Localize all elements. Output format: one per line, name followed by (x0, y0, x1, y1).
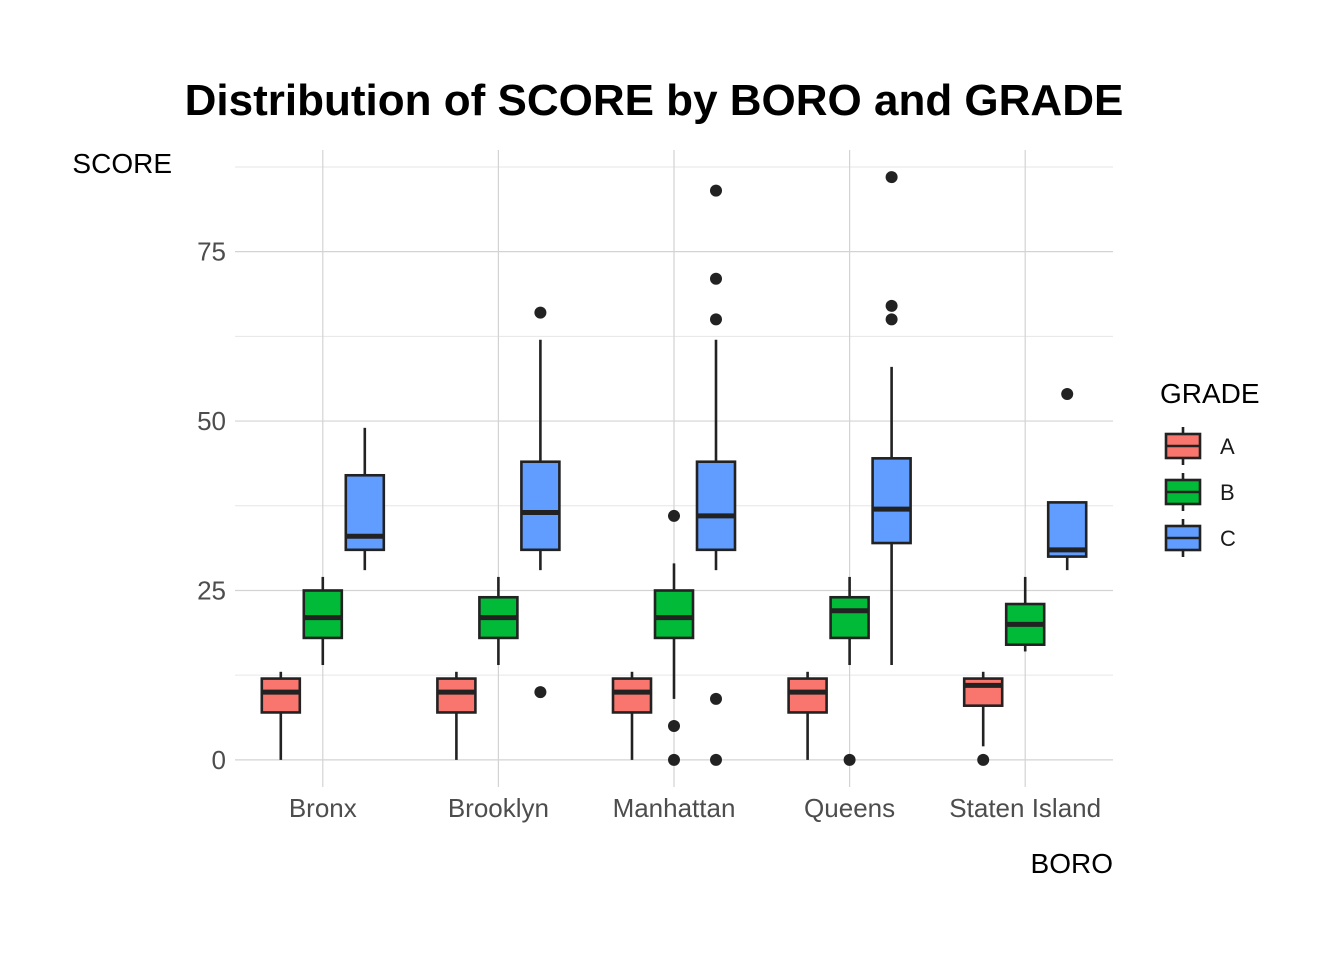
chart-title: Distribution of SCORE by BORO and GRADE (185, 76, 1124, 125)
box-brooklyn-grade-c (520, 306, 561, 699)
outlier-point (1061, 387, 1074, 400)
box-staten-island-grade-b (1004, 576, 1046, 652)
box-body (787, 677, 828, 714)
outlier-point (710, 272, 722, 285)
box-body (695, 460, 737, 552)
box-manhattan-grade-a (611, 671, 653, 760)
legend-key-c (1164, 519, 1202, 557)
box-body (829, 595, 870, 640)
outlier-point (710, 692, 722, 705)
box-body (260, 677, 302, 714)
box-body (962, 677, 1004, 707)
legend-label-a: A (1220, 434, 1235, 459)
box-bronx-grade-b (302, 576, 344, 666)
box-body (611, 677, 653, 714)
legend-key-b (1164, 473, 1202, 511)
box-queens-grade-b (829, 576, 870, 766)
legend: GRADE ABC (1160, 378, 1260, 557)
box-body (653, 589, 695, 640)
box-series-layer (260, 171, 1088, 766)
y-tick-label: 75 (197, 237, 226, 267)
box-queens-grade-c (871, 171, 912, 666)
outlier-point (977, 753, 990, 766)
outlier-point (710, 753, 722, 766)
legend-title: GRADE (1160, 378, 1260, 409)
box-brooklyn-grade-a (436, 671, 477, 760)
box-bronx-grade-a (260, 671, 302, 760)
box-brooklyn-grade-b (478, 576, 519, 666)
box-manhattan-grade-c (695, 184, 737, 766)
x-tick-label: Queens (804, 793, 895, 823)
box-body (436, 677, 477, 714)
outlier-point (534, 306, 547, 319)
outlier-point (534, 686, 547, 699)
outlier-point (668, 753, 680, 766)
outlier-point (668, 720, 680, 733)
outlier-point (710, 313, 722, 326)
y-tick-label: 25 (197, 575, 226, 605)
x-tick-label: Brooklyn (448, 793, 549, 823)
box-body (520, 460, 561, 552)
x-tick-label: Bronx (289, 793, 357, 823)
outlier-point (668, 509, 680, 522)
box-staten-island-grade-c (1046, 387, 1088, 571)
outlier-point (843, 753, 856, 766)
outlier-point (885, 171, 898, 184)
box-bronx-grade-c (344, 427, 386, 571)
box-staten-island-grade-a (962, 671, 1004, 766)
y-axis-title: SCORE (72, 148, 172, 179)
outlier-point (885, 313, 898, 326)
y-tick-label: 0 (212, 745, 226, 775)
box-queens-grade-a (787, 671, 828, 760)
axis-ticks: 0 25 50 75 Bronx Brooklyn Manhattan Queens State… (197, 237, 1101, 823)
outlier-point (885, 299, 898, 312)
box-manhattan-grade-b (653, 509, 695, 766)
legend-label-b: B (1220, 480, 1235, 505)
legend-key-a (1164, 427, 1202, 465)
x-tick-label: Staten Island (949, 793, 1101, 823)
outlier-point (710, 184, 722, 197)
box-body (302, 589, 344, 640)
x-axis-title: BORO (1031, 848, 1113, 879)
legend-label-c: C (1220, 526, 1236, 551)
box-body (871, 457, 912, 545)
y-tick-label: 50 (197, 406, 226, 436)
x-tick-label: Manhattan (613, 793, 736, 823)
